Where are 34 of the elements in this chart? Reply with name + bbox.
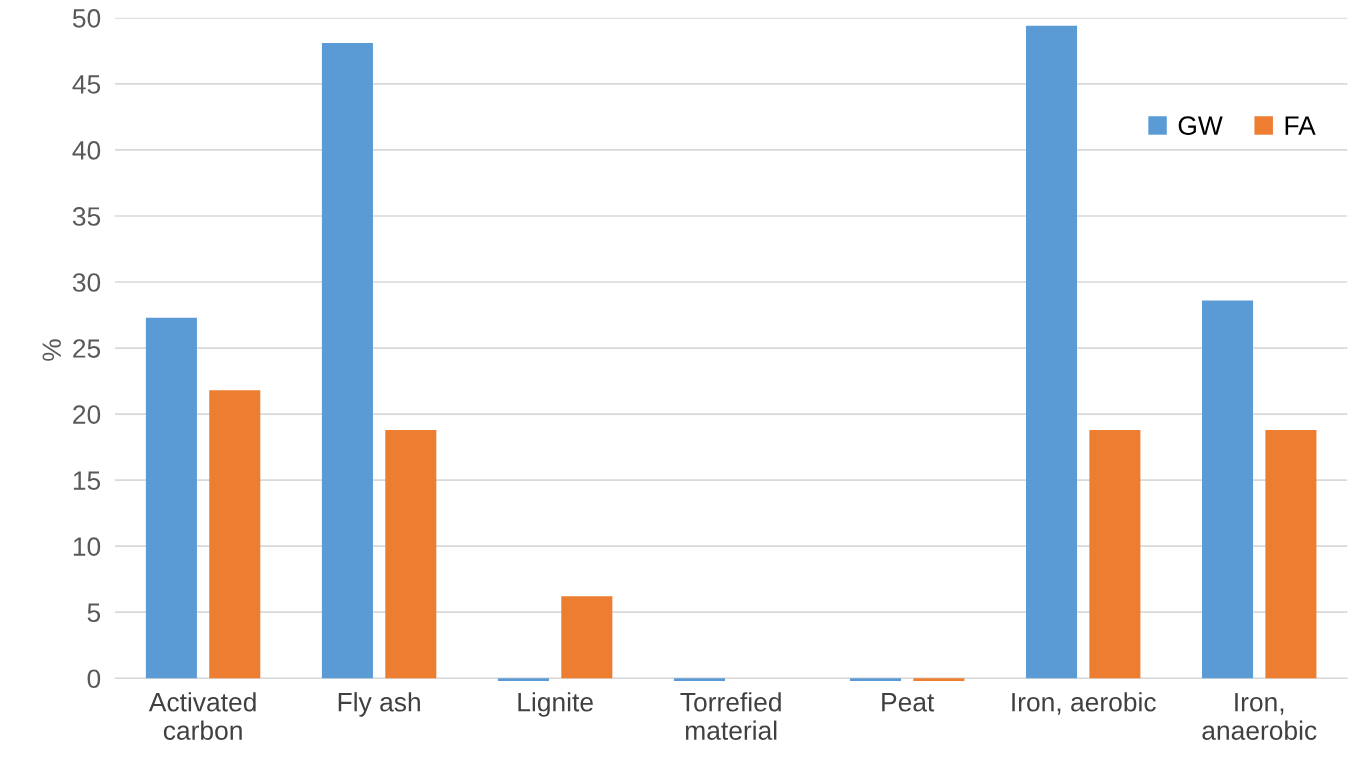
bar <box>321 42 373 679</box>
x-tick-label: Peat <box>882 693 935 712</box>
bar <box>1202 300 1254 679</box>
legend-label: FA <box>1285 116 1316 135</box>
y-tick-label: 0 <box>87 669 101 689</box>
bar <box>561 596 613 679</box>
legend-label: GW <box>1178 116 1223 135</box>
y-tick-label: 50 <box>72 9 101 28</box>
y-tick-label: 15 <box>73 471 101 490</box>
bar <box>385 429 437 679</box>
bar <box>849 678 902 681</box>
bar <box>913 678 965 681</box>
y-tick-label: 30 <box>72 273 101 292</box>
x-tick-label: Lignite <box>518 692 593 717</box>
x-tick-label: Torrefied material <box>680 692 781 740</box>
bar <box>209 390 261 679</box>
y-tick-label: 35 <box>72 207 101 226</box>
y-tick-label: 5 <box>87 603 101 623</box>
x-tick-label: Iron, anaerobic <box>1202 693 1317 740</box>
bar <box>145 317 197 679</box>
bar <box>1025 25 1078 679</box>
bar <box>1265 429 1317 679</box>
x-tick-label: Activated carbon <box>148 692 256 740</box>
y-axis-title: % <box>42 339 61 361</box>
y-tick-label: 25 <box>73 339 101 358</box>
x-tick-label: Iron, aerobic <box>1012 692 1156 715</box>
x-tick-label: Fly ash <box>338 692 420 717</box>
bar <box>1089 429 1141 679</box>
y-tick-label: 40 <box>72 141 101 160</box>
bar <box>673 678 725 681</box>
y-tick-label: 45 <box>72 75 101 94</box>
bar <box>497 678 549 681</box>
y-tick-label: 20 <box>73 405 101 424</box>
y-tick-label: 10 <box>73 537 101 556</box>
